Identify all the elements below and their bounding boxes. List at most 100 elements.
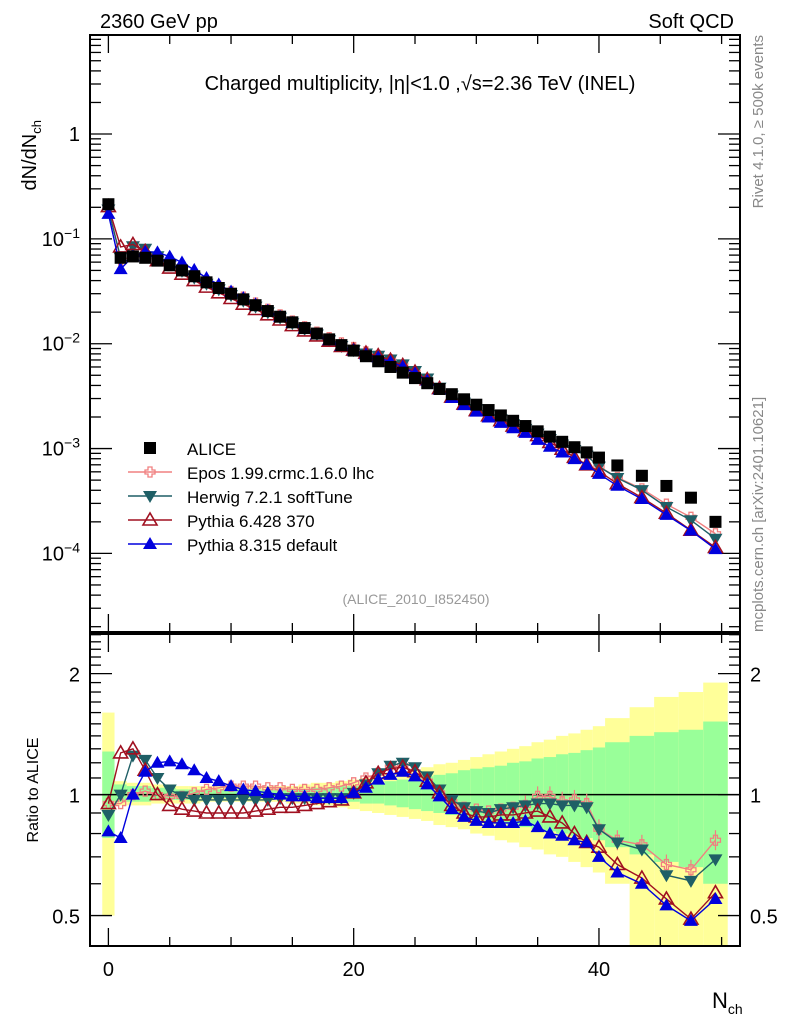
y-tick-label: 10−2 <box>42 330 80 356</box>
data-point <box>634 492 649 505</box>
main-panel: Charged multiplicity, |η|<1.0 ,√s=2.36 T… <box>19 34 741 633</box>
uncertainty-band-inner <box>372 782 385 804</box>
data-point <box>493 415 508 428</box>
data-point <box>708 542 723 555</box>
ratio-point <box>224 779 239 792</box>
ratio-y-tick-label: 1 <box>69 786 80 808</box>
ratio-point <box>579 835 594 848</box>
ratio-point <box>685 864 697 876</box>
alice-data-point <box>335 339 348 352</box>
alice-data-point <box>507 414 520 427</box>
ratio-point <box>260 785 275 798</box>
ratio-point <box>161 796 179 812</box>
data-point <box>591 466 606 479</box>
data-point <box>162 249 177 262</box>
x-tick-label: 40 <box>588 959 610 981</box>
ratio-point <box>383 767 398 780</box>
ratio-point <box>420 777 435 790</box>
ratio-point <box>358 780 373 793</box>
ratio-point <box>224 794 239 807</box>
alice-data-point <box>114 251 127 264</box>
side-label-rivet: Rivet 4.1.0, ≥ 500k events <box>750 35 767 208</box>
ratio-point <box>334 791 349 804</box>
ratio-point <box>555 800 570 813</box>
ratio-point <box>222 804 240 819</box>
ratio-point <box>529 802 547 817</box>
y-tick-label: 10−3 <box>42 435 80 461</box>
ratio-point <box>634 876 649 889</box>
alice-data-point <box>482 404 495 417</box>
header-right-label: Soft QCD <box>648 11 734 33</box>
ratio-point <box>444 794 459 807</box>
ratio-point <box>296 796 314 812</box>
ratio-point <box>150 755 165 768</box>
ratio-point <box>610 865 625 878</box>
ratio-point <box>506 815 521 828</box>
alice-data-point <box>347 344 360 357</box>
alice-data-point <box>274 310 287 323</box>
ratio-point <box>518 813 533 826</box>
alice-data-point <box>433 382 446 395</box>
alice-data-point <box>592 451 605 464</box>
ratio-y-axis-label: Ratio to ALICE <box>25 738 42 843</box>
ratio-point <box>323 782 335 794</box>
legend-label: Herwig 7.2.1 softTune <box>187 488 353 507</box>
ratio-point <box>709 834 722 846</box>
alice-data-point <box>709 515 722 528</box>
uncertainty-band-inner <box>200 789 213 799</box>
alice-data-point <box>323 333 336 346</box>
y-axis-label: dN/dNch <box>19 120 44 190</box>
alice-data-point <box>286 316 299 329</box>
ratio-point <box>100 794 117 810</box>
legend-marker <box>144 442 156 454</box>
data-point <box>683 523 698 536</box>
legend-marker <box>143 491 157 503</box>
ratio-point <box>541 808 559 823</box>
alice-data-point <box>635 469 648 482</box>
alice-data-point <box>212 281 225 294</box>
ratio-point <box>634 844 649 857</box>
ratio-point <box>113 789 128 802</box>
data-point <box>150 245 165 258</box>
ratio-point <box>555 828 570 841</box>
ratio-point <box>259 800 277 815</box>
alice-data-point <box>531 425 544 438</box>
ratio-point <box>493 804 508 817</box>
ratio-point <box>469 806 484 819</box>
alice-data-point <box>163 259 176 272</box>
ratio-point <box>659 898 674 911</box>
header-left-label: 2360 GeV pp <box>100 11 218 33</box>
uncertainty-band-inner <box>224 789 238 799</box>
main-frame <box>89 34 741 633</box>
ratio-point <box>211 774 226 787</box>
ratio-point <box>408 762 422 775</box>
ratio-point <box>187 794 202 807</box>
ratio-point <box>150 772 165 785</box>
ratio-point <box>395 764 410 777</box>
data-point <box>610 478 625 491</box>
ratio-point <box>346 785 361 798</box>
ratio-point <box>271 798 289 814</box>
ratio-point <box>113 830 128 843</box>
data-point <box>555 445 570 458</box>
ratio-point <box>457 809 472 822</box>
alice-data-point <box>421 377 434 390</box>
alice-data-point <box>470 398 483 411</box>
ratio-point <box>309 791 324 804</box>
ratio-point <box>683 875 698 888</box>
legend-marker <box>141 511 159 526</box>
alice-data-point <box>458 393 471 406</box>
legend-marker <box>143 537 157 549</box>
y-tick-label: 1 <box>69 124 80 146</box>
ratio-panel: 0.5 0.5 1 1 2 2 Ratio to ALICE 0 20 40 Nch <box>25 633 778 1017</box>
alice-data-point <box>249 299 262 312</box>
ratio-point <box>322 791 337 804</box>
legend-marker <box>144 466 156 478</box>
ratio-y-tick-label: 0.5 <box>52 907 80 929</box>
uncertainty-band-inner <box>592 747 606 841</box>
alice-data-point <box>237 293 250 306</box>
uncertainty-band-inner <box>212 789 225 799</box>
y-tick-label: 10−1 <box>42 225 80 251</box>
ratio-point <box>162 754 177 767</box>
